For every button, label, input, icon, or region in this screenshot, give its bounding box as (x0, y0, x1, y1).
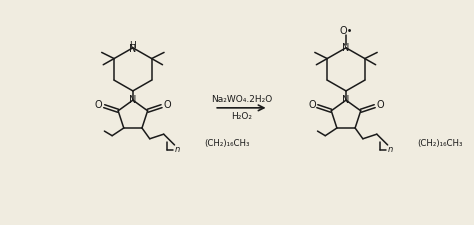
Text: Na₂WO₄.2H₂O: Na₂WO₄.2H₂O (211, 95, 272, 104)
Text: N: N (129, 44, 137, 54)
Text: N: N (129, 95, 137, 105)
Text: O•: O• (339, 26, 353, 36)
Text: (CH₂)₁₆CH₃: (CH₂)₁₆CH₃ (204, 139, 249, 148)
Text: O: O (95, 100, 102, 110)
Text: (CH₂)₁₆CH₃: (CH₂)₁₆CH₃ (417, 139, 463, 148)
Text: n: n (388, 145, 393, 154)
Text: H: H (129, 41, 136, 50)
Text: N: N (342, 95, 350, 105)
Text: O: O (163, 100, 171, 110)
Text: O: O (308, 100, 316, 110)
Text: N: N (342, 43, 350, 53)
Text: O: O (376, 100, 384, 110)
Text: n: n (175, 145, 180, 154)
Text: H₂O₂: H₂O₂ (231, 112, 252, 121)
